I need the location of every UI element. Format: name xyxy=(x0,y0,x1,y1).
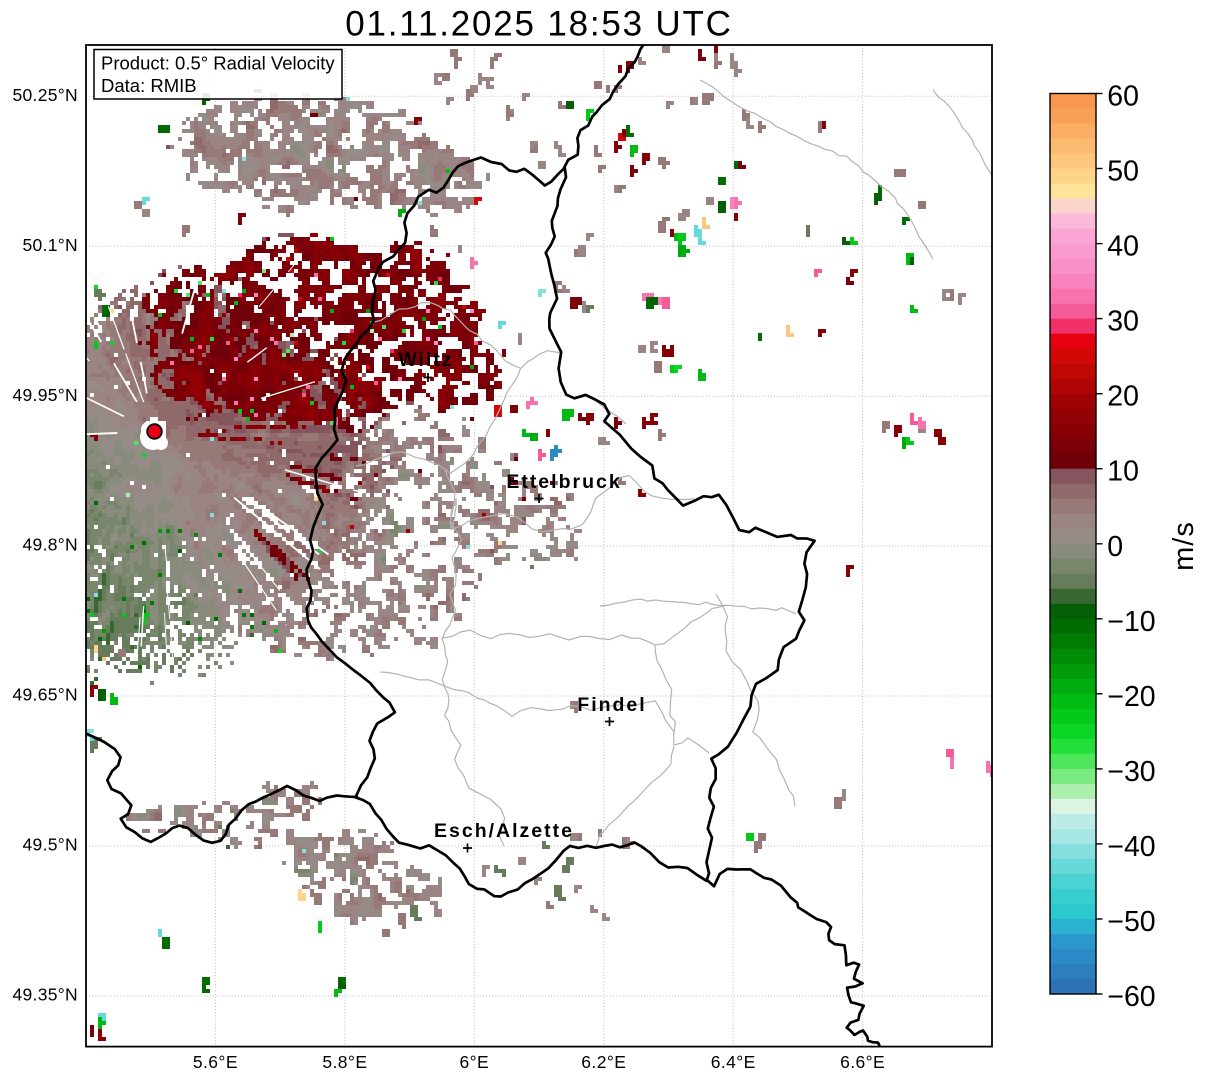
svg-text:Ettelbruck: Ettelbruck xyxy=(506,471,621,493)
svg-text:Esch/Alzette: Esch/Alzette xyxy=(434,820,574,842)
svg-text:10: 10 xyxy=(1107,456,1139,488)
svg-text:−30: −30 xyxy=(1107,756,1155,788)
svg-text:30: 30 xyxy=(1107,306,1139,338)
svg-text:50.25°N: 50.25°N xyxy=(12,85,78,105)
svg-text:50: 50 xyxy=(1107,156,1139,188)
svg-text:5.8°E: 5.8°E xyxy=(322,1052,367,1072)
svg-text:49.65°N: 49.65°N xyxy=(12,685,78,705)
svg-text:49.35°N: 49.35°N xyxy=(12,985,78,1005)
svg-text:Findel: Findel xyxy=(577,694,646,716)
svg-text:49.8°N: 49.8°N xyxy=(23,535,79,555)
svg-text:0: 0 xyxy=(1107,531,1123,563)
svg-text:6°E: 6°E xyxy=(459,1052,489,1072)
svg-text:m/s: m/s xyxy=(1168,521,1200,571)
svg-text:Data: RMIB: Data: RMIB xyxy=(101,75,197,96)
svg-text:−50: −50 xyxy=(1107,906,1155,938)
svg-text:−20: −20 xyxy=(1107,681,1155,713)
svg-text:−40: −40 xyxy=(1107,831,1155,863)
svg-text:49.5°N: 49.5°N xyxy=(23,835,79,855)
svg-text:−60: −60 xyxy=(1107,981,1155,1013)
svg-text:50.1°N: 50.1°N xyxy=(23,235,79,255)
svg-text:5.6°E: 5.6°E xyxy=(193,1052,238,1072)
svg-text:60: 60 xyxy=(1107,81,1139,113)
svg-text:Product: 0.5° Radial Velocity: Product: 0.5° Radial Velocity xyxy=(101,53,335,74)
svg-text:−10: −10 xyxy=(1107,606,1155,638)
svg-text:6.6°E: 6.6°E xyxy=(840,1052,885,1072)
svg-text:6.2°E: 6.2°E xyxy=(581,1052,626,1072)
svg-text:20: 20 xyxy=(1107,381,1139,413)
svg-text:01.11.2025 18:53 UTC: 01.11.2025 18:53 UTC xyxy=(345,5,733,44)
svg-text:6.4°E: 6.4°E xyxy=(711,1052,756,1072)
svg-text:Wiltz: Wiltz xyxy=(398,349,453,371)
svg-text:49.95°N: 49.95°N xyxy=(12,385,78,405)
svg-text:40: 40 xyxy=(1107,231,1139,263)
